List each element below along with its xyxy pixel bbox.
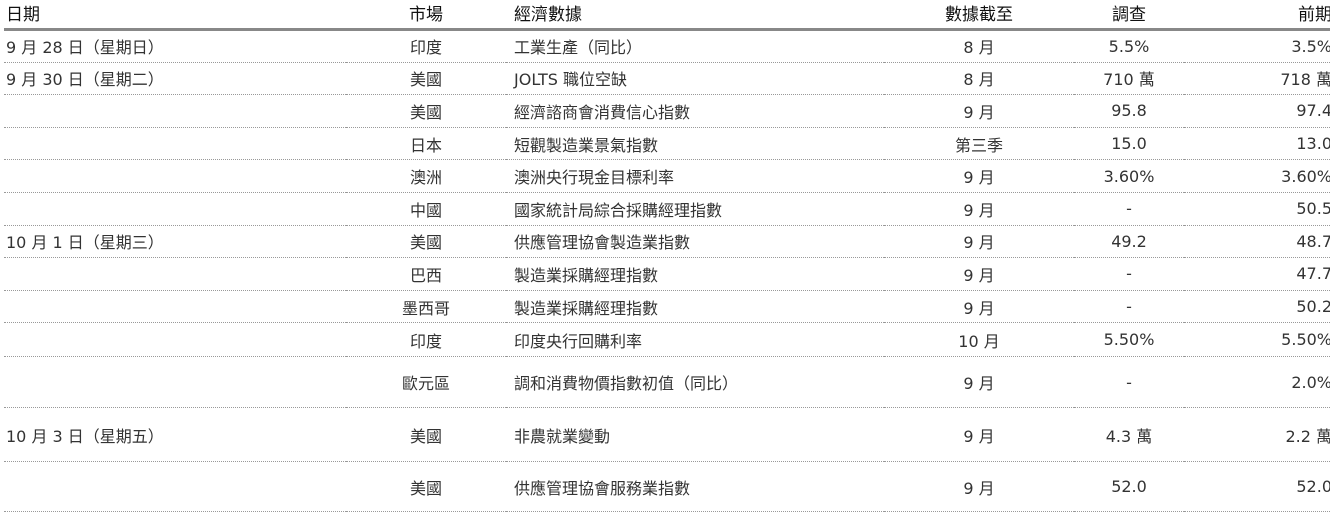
cell-previous: 47.7 bbox=[1184, 257, 1330, 291]
header-indicator: 經濟數據 bbox=[506, 0, 884, 31]
cell-indicator: 製造業採購經理指數 bbox=[506, 257, 884, 291]
cell-market: 印度 bbox=[346, 322, 506, 358]
cell-market: 中國 bbox=[346, 192, 506, 226]
table-row: 歐元區 調和消費物價指數初值（同比） 9 月 -2.0% bbox=[4, 356, 1330, 409]
cell-as-of: 第三季 bbox=[884, 127, 1074, 161]
cell-indicator: 經濟諮商會消費信心指數 bbox=[506, 94, 884, 128]
cell-date bbox=[4, 356, 346, 409]
table-row: 日本 短觀製造業景氣指數 第三季 15.0 13.0 bbox=[4, 127, 1330, 161]
cell-previous: 50.2 bbox=[1184, 290, 1330, 324]
cell-previous: 718 萬 bbox=[1184, 62, 1330, 96]
cell-as-of: 9 月 bbox=[884, 257, 1074, 291]
cell-market: 日本 bbox=[346, 127, 506, 161]
cell-date bbox=[4, 257, 346, 291]
cell-survey: 52.0 bbox=[1074, 461, 1184, 513]
cell-market: 澳洲 bbox=[346, 159, 506, 193]
cell-previous: 3.60% bbox=[1184, 159, 1330, 193]
cell-survey: 95.8 bbox=[1074, 94, 1184, 128]
table-row: 中國 國家統計局綜合採購經理指數 9 月 -50.5 bbox=[4, 192, 1330, 226]
cell-indicator: 供應管理協會服務業指數 bbox=[506, 461, 884, 513]
cell-survey: - bbox=[1074, 356, 1184, 409]
cell-survey: 49.2 bbox=[1074, 225, 1184, 259]
cell-indicator: 製造業採購經理指數 bbox=[506, 290, 884, 324]
table-row: 9 月 30 日（星期二） 美國 JOLTS 職位空缺 8 月 710 萬 718 萬 bbox=[4, 62, 1330, 96]
cell-date bbox=[4, 159, 346, 193]
cell-survey: - bbox=[1074, 192, 1184, 226]
cell-survey: 5.50% bbox=[1074, 322, 1184, 358]
cell-indicator: 國家統計局綜合採購經理指數 bbox=[506, 192, 884, 226]
header-previous: 前期 bbox=[1184, 0, 1330, 31]
table-row: 10 月 1 日（星期三） 美國 供應管理協會製造業指數 9 月 49.2 48.7 bbox=[4, 225, 1330, 259]
table-row: 澳洲 澳洲央行現金目標利率 9 月 3.60% 3.60% bbox=[4, 159, 1330, 193]
cell-indicator: 非農就業變動 bbox=[506, 407, 884, 463]
cell-indicator: 供應管理協會製造業指數 bbox=[506, 225, 884, 259]
cell-market: 美國 bbox=[346, 94, 506, 128]
table-row: 美國 供應管理協會服務業指數 9 月 52.0 52.0 bbox=[4, 461, 1330, 513]
cell-market: 美國 bbox=[346, 461, 506, 513]
economic-calendar-table: 日期 市場 經濟數據 數據截至 調查 前期 9 月 28 日（星期日） 印度 工業生… bbox=[4, 0, 1330, 513]
table-row: 墨西哥 製造業採購經理指數 9 月 -50.2 bbox=[4, 290, 1330, 324]
cell-survey: - bbox=[1074, 290, 1184, 324]
cell-as-of: 9 月 bbox=[884, 407, 1074, 463]
table-row: 9 月 28 日（星期日） 印度 工業生產（同比） 8 月 5.5% 3.5% bbox=[4, 29, 1330, 63]
table-row: 10 月 3 日（星期五） 美國 非農就業變動 9 月 4.3 萬 2.2 萬 bbox=[4, 407, 1330, 463]
cell-previous: 52.0 bbox=[1184, 461, 1330, 513]
cell-date: 10 月 1 日（星期三） bbox=[4, 225, 346, 259]
table-row: 巴西 製造業採購經理指數 9 月 -47.7 bbox=[4, 257, 1330, 291]
cell-as-of: 8 月 bbox=[884, 62, 1074, 96]
header-row: 日期 市場 經濟數據 數據截至 調查 前期 bbox=[4, 0, 1330, 31]
cell-indicator: 調和消費物價指數初值（同比） bbox=[506, 356, 884, 409]
cell-survey: - bbox=[1074, 257, 1184, 291]
cell-as-of: 9 月 bbox=[884, 461, 1074, 513]
cell-previous: 5.50% bbox=[1184, 322, 1330, 358]
cell-market: 墨西哥 bbox=[346, 290, 506, 324]
cell-indicator: JOLTS 職位空缺 bbox=[506, 62, 884, 96]
table-row: 印度 印度央行回購利率 10 月 5.50% 5.50% bbox=[4, 322, 1330, 358]
cell-date bbox=[4, 461, 346, 513]
cell-previous: 48.7 bbox=[1184, 225, 1330, 259]
header-date: 日期 bbox=[4, 0, 346, 31]
header-market: 市場 bbox=[346, 0, 506, 31]
cell-market: 巴西 bbox=[346, 257, 506, 291]
cell-date bbox=[4, 127, 346, 161]
cell-as-of: 9 月 bbox=[884, 290, 1074, 324]
cell-as-of: 10 月 bbox=[884, 322, 1074, 358]
cell-previous: 2.2 萬 bbox=[1184, 407, 1330, 463]
cell-indicator: 印度央行回購利率 bbox=[506, 322, 884, 358]
table-row: 美國 經濟諮商會消費信心指數 9 月 95.8 97.4 bbox=[4, 94, 1330, 128]
cell-date bbox=[4, 94, 346, 128]
cell-market: 歐元區 bbox=[346, 356, 506, 409]
cell-indicator: 短觀製造業景氣指數 bbox=[506, 127, 884, 161]
cell-date: 9 月 28 日（星期日） bbox=[4, 29, 346, 63]
cell-previous: 97.4 bbox=[1184, 94, 1330, 128]
cell-previous: 50.5 bbox=[1184, 192, 1330, 226]
cell-survey: 5.5% bbox=[1074, 29, 1184, 63]
cell-market: 印度 bbox=[346, 29, 506, 63]
cell-date bbox=[4, 322, 346, 358]
cell-market: 美國 bbox=[346, 407, 506, 463]
cell-as-of: 9 月 bbox=[884, 356, 1074, 409]
cell-market: 美國 bbox=[346, 62, 506, 96]
cell-as-of: 9 月 bbox=[884, 159, 1074, 193]
cell-as-of: 9 月 bbox=[884, 94, 1074, 128]
cell-date: 9 月 30 日（星期二） bbox=[4, 62, 346, 96]
cell-previous: 2.0% bbox=[1184, 356, 1330, 409]
cell-survey: 710 萬 bbox=[1074, 62, 1184, 96]
cell-date: 10 月 3 日（星期五） bbox=[4, 407, 346, 463]
cell-previous: 13.0 bbox=[1184, 127, 1330, 161]
header-survey: 調查 bbox=[1074, 0, 1184, 31]
cell-date bbox=[4, 192, 346, 226]
cell-date bbox=[4, 290, 346, 324]
cell-previous: 3.5% bbox=[1184, 29, 1330, 63]
cell-survey: 4.3 萬 bbox=[1074, 407, 1184, 463]
cell-indicator: 工業生產（同比） bbox=[506, 29, 884, 63]
cell-indicator: 澳洲央行現金目標利率 bbox=[506, 159, 884, 193]
cell-as-of: 8 月 bbox=[884, 29, 1074, 63]
cell-survey: 15.0 bbox=[1074, 127, 1184, 161]
cell-as-of: 9 月 bbox=[884, 225, 1074, 259]
cell-market: 美國 bbox=[346, 225, 506, 259]
cell-survey: 3.60% bbox=[1074, 159, 1184, 193]
cell-as-of: 9 月 bbox=[884, 192, 1074, 226]
header-as-of: 數據截至 bbox=[884, 0, 1074, 31]
